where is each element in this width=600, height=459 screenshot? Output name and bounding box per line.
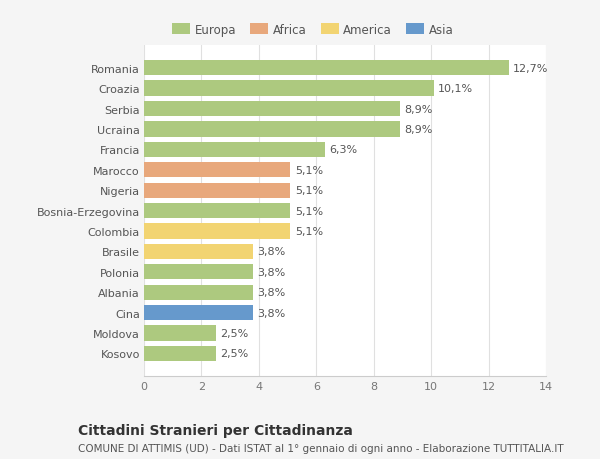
Text: Cittadini Stranieri per Cittadinanza: Cittadini Stranieri per Cittadinanza <box>78 423 353 437</box>
Text: 3,8%: 3,8% <box>257 267 286 277</box>
Bar <box>144 326 216 341</box>
Bar <box>144 285 253 300</box>
Bar <box>144 101 400 117</box>
Bar <box>144 183 290 198</box>
Bar <box>144 346 216 361</box>
Text: 3,8%: 3,8% <box>257 247 286 257</box>
Text: 3,8%: 3,8% <box>257 308 286 318</box>
Bar <box>144 224 290 239</box>
Text: 6,3%: 6,3% <box>329 145 358 155</box>
Bar <box>144 244 253 259</box>
Bar <box>144 81 434 96</box>
Bar <box>144 163 290 178</box>
Bar <box>144 203 290 219</box>
Bar <box>144 142 325 158</box>
Text: 10,1%: 10,1% <box>439 84 473 94</box>
Text: 8,9%: 8,9% <box>404 125 432 134</box>
Text: 2,5%: 2,5% <box>220 349 248 359</box>
Text: 12,7%: 12,7% <box>513 63 548 73</box>
Bar <box>144 264 253 280</box>
Text: COMUNE DI ATTIMIS (UD) - Dati ISTAT al 1° gennaio di ogni anno - Elaborazione TU: COMUNE DI ATTIMIS (UD) - Dati ISTAT al 1… <box>78 443 563 453</box>
Text: 3,8%: 3,8% <box>257 288 286 297</box>
Text: 8,9%: 8,9% <box>404 104 432 114</box>
Bar <box>144 305 253 321</box>
Text: 2,5%: 2,5% <box>220 328 248 338</box>
Bar <box>144 122 400 137</box>
Text: 5,1%: 5,1% <box>295 227 323 236</box>
Text: 5,1%: 5,1% <box>295 165 323 175</box>
Bar <box>144 61 509 76</box>
Legend: Europa, Africa, America, Asia: Europa, Africa, America, Asia <box>172 24 454 37</box>
Text: 5,1%: 5,1% <box>295 186 323 196</box>
Text: 5,1%: 5,1% <box>295 206 323 216</box>
